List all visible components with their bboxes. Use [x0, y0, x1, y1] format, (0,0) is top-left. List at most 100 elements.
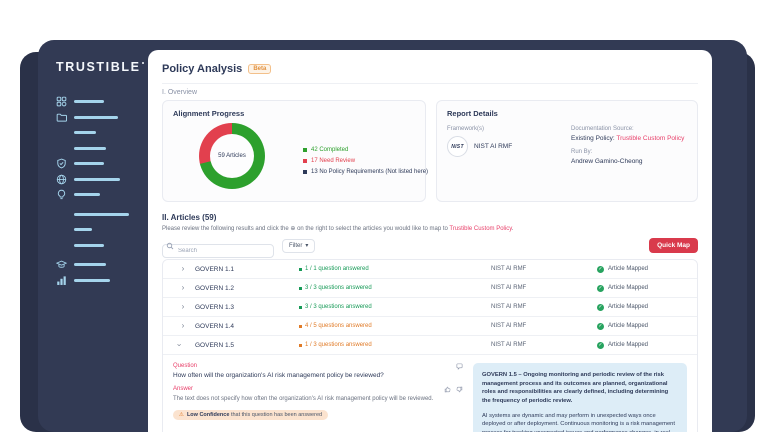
status-badge: 1 / 3 questions answered [299, 342, 491, 348]
status-badge: 4 / 5 questions answered [299, 323, 491, 329]
sidebar-item-7[interactable] [56, 209, 148, 220]
search-box [162, 239, 274, 258]
nav-label-skeleton [74, 177, 120, 181]
status-square-icon [299, 305, 302, 309]
donut-legend: 42 Completed 17 Need Review 13 No Policy… [303, 147, 428, 175]
check-circle-icon: ✓ [597, 284, 604, 292]
report-details-panel: Report Details Framework(s) NIST NIST AI… [436, 100, 698, 202]
table-row-govern-1-4[interactable]: › GOVERN 1.4 4 / 5 questions answered NI… [163, 317, 697, 336]
sidebar-item-5[interactable] [56, 174, 148, 185]
thumbs-down-icon[interactable] [456, 386, 463, 393]
chevron-right-icon[interactable]: › [181, 321, 185, 330]
framework-name: NIST AI RMF [474, 143, 513, 150]
legend-item-no-requirements: 13 No Policy Requirements (Not listed he… [303, 169, 428, 175]
sidebar-item-9[interactable] [56, 240, 148, 251]
page-title: Policy Analysis [162, 63, 243, 75]
report-details-title: Report Details [447, 109, 498, 118]
nav-label-skeleton [74, 193, 100, 196]
sidebar-item-2[interactable] [56, 127, 148, 138]
run-by-label: Run By: [571, 149, 593, 155]
question-label: Question [173, 363, 198, 369]
folder-icon [56, 112, 67, 123]
run-by-value: Andrew Gamino-Cheong [571, 158, 643, 165]
check-circle-icon: ✓ [597, 303, 604, 311]
article-id: GOVERN 1.3 [195, 303, 235, 311]
sidebar-item-10[interactable] [56, 259, 148, 270]
nav-label-skeleton [74, 100, 104, 103]
grid-icon [56, 96, 67, 107]
chevron-down-icon[interactable]: › [175, 343, 184, 347]
sidebar-item-4[interactable] [56, 158, 148, 169]
sidebar-item-8[interactable] [56, 224, 148, 235]
nav-icon-placeholder [56, 143, 67, 154]
check-circle-icon: ✓ [597, 265, 604, 273]
sidebar-item-0[interactable] [56, 96, 148, 107]
answer-text: The text does not specify how often the … [173, 396, 434, 402]
chevron-right-icon[interactable]: › [181, 264, 185, 273]
status-square-icon [299, 343, 302, 347]
nav-label-skeleton [74, 243, 104, 247]
check-circle-icon: ✓ [597, 322, 604, 330]
nav-label-skeleton [74, 162, 104, 165]
nav-icon-placeholder [56, 209, 67, 220]
doc-source-value: Existing Policy: Trustible Custom Policy [571, 135, 685, 142]
map-policy-link[interactable]: Trustible Custom Policy [449, 226, 512, 232]
table-row-govern-1-5-expanded[interactable]: › GOVERN 1.5 1 / 3 questions answered NI… [163, 336, 697, 355]
nav-label-skeleton [74, 263, 106, 266]
bar-chart-icon [56, 275, 67, 286]
framework-label: NIST AI RMF [491, 285, 527, 291]
card-header: Policy Analysis Beta [162, 60, 698, 78]
legend-swatch-green [303, 148, 307, 152]
alignment-progress-title: Alignment Progress [173, 109, 245, 118]
legend-swatch-dark [303, 170, 307, 174]
search-input[interactable] [162, 243, 274, 258]
nav-label-skeleton [74, 212, 129, 216]
trustible-logo[interactable]: TRUSTIBLE [56, 60, 148, 74]
shield-check-icon [56, 158, 67, 169]
status-badge: 3 / 3 questions answered [299, 285, 491, 291]
chevron-right-icon[interactable]: › [181, 302, 185, 311]
sidebar-item-11[interactable] [56, 275, 148, 286]
table-row-govern-1-3[interactable]: › GOVERN 1.3 3 / 3 questions answered NI… [163, 298, 697, 317]
frameworks-label: Framework(s) [447, 126, 484, 132]
report-meta-column: Documentation Source: Existing Policy: T… [571, 126, 687, 172]
beta-badge: Beta [248, 64, 272, 74]
comment-icon[interactable] [456, 363, 463, 370]
sidebar-item-1[interactable] [56, 112, 148, 123]
policy-analysis-card: Policy Analysis Beta I. Overview Alignme… [148, 50, 712, 432]
status-badge: 3 / 3 questions answered [299, 304, 491, 310]
chevron-right-icon[interactable]: › [181, 283, 185, 292]
table-row-govern-1-2[interactable]: › GOVERN 1.2 3 / 3 questions answered NI… [163, 279, 697, 298]
globe-icon [56, 174, 67, 185]
low-confidence-badge: ⚠ Low Confidence that this question has … [173, 410, 329, 421]
nav-label-skeleton [74, 131, 96, 134]
mapped-status: ✓ Article Mapped [597, 341, 649, 349]
filter-button[interactable]: Filter ▾ [282, 238, 316, 253]
framework-label: NIST AI RMF [491, 342, 527, 348]
overview-panels: Alignment Progress 59 Articles 42 Comple… [162, 100, 698, 202]
mapped-status: ✓ Article Mapped [597, 322, 649, 330]
table-row-govern-1-1[interactable]: › GOVERN 1.1 1 / 1 question answered NIS… [163, 260, 697, 279]
articles-toolbar: Filter▾ Quick Map [162, 238, 698, 258]
nav-label-skeleton [74, 228, 92, 231]
sidebar-item-3[interactable] [56, 143, 148, 154]
existing-policy-link[interactable]: Trustible Custom Policy [616, 135, 685, 142]
sidebar-item-6[interactable] [56, 189, 148, 200]
article-info-box: GOVERN 1.5 – Ongoing monitoring and peri… [473, 363, 687, 432]
framework-label: NIST AI RMF [491, 266, 527, 272]
expanded-article-detail: Question How often will the organization… [163, 355, 697, 432]
nav-icon-placeholder [56, 240, 67, 251]
article-id: GOVERN 1.2 [195, 284, 235, 292]
graduation-cap-icon [56, 259, 67, 270]
overview-section-label: I. Overview [162, 89, 198, 96]
qa-column: Question How often will the organization… [173, 363, 463, 432]
quick-map-button[interactable]: Quick Map [649, 238, 698, 253]
thumbs-up-icon[interactable] [444, 386, 451, 393]
donut-center-label: 59 Articles [218, 153, 246, 159]
trademark-dot [141, 62, 144, 64]
search-icon [166, 242, 174, 250]
alignment-donut-chart: 59 Articles [199, 123, 265, 189]
articles-table: › GOVERN 1.1 1 / 1 question answered NIS… [162, 259, 698, 432]
mapped-status: ✓ Article Mapped [597, 265, 649, 273]
caret-down-icon: ▾ [305, 243, 309, 249]
